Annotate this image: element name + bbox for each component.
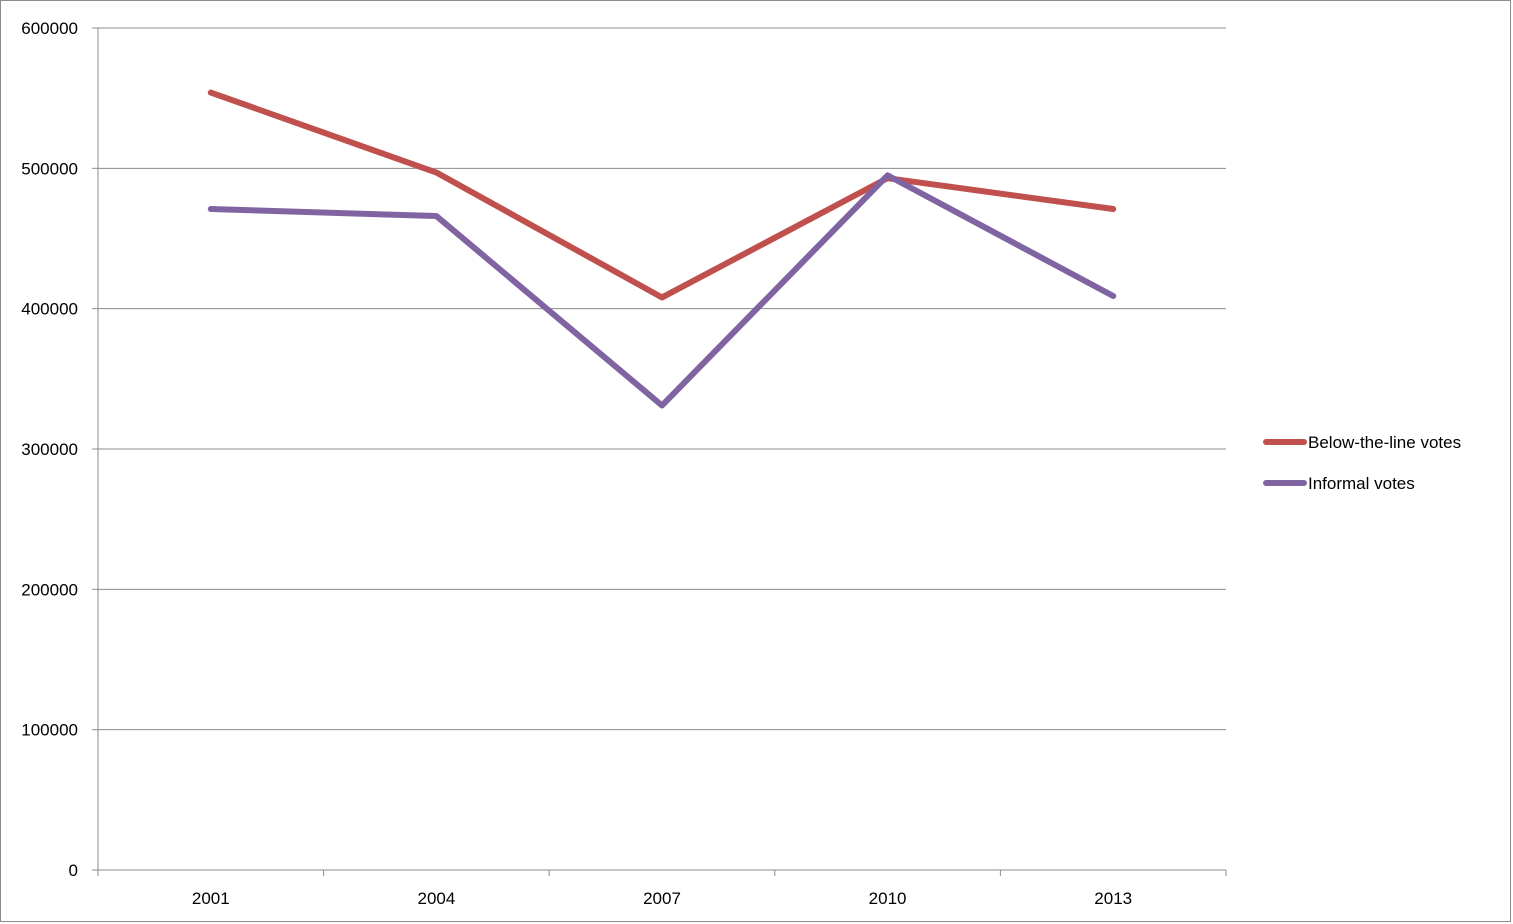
x-tick-label: 2004 xyxy=(417,889,455,908)
x-tick-label: 2010 xyxy=(869,889,907,908)
y-tick-label: 0 xyxy=(69,861,78,880)
legend-label: Below-the-line votes xyxy=(1308,433,1461,452)
series-lines xyxy=(207,89,1117,409)
axes: 0 100000 200000 300000 400000 500000 600000 200… xyxy=(21,19,1227,908)
gridlines xyxy=(98,27,1226,731)
y-tick-label: 500000 xyxy=(21,159,78,178)
y-tick-label: 600000 xyxy=(21,19,78,38)
legend-label: Informal votes xyxy=(1308,474,1415,493)
x-tick-label: 2013 xyxy=(1094,889,1132,908)
y-tick-label: 300000 xyxy=(21,440,78,459)
y-tick-label: 100000 xyxy=(21,721,78,740)
x-tick-label: 2007 xyxy=(643,889,681,908)
y-tick-label: 400000 xyxy=(21,300,78,319)
series-line-1 xyxy=(207,172,1117,409)
legend: Below-the-line votes Informal votes xyxy=(1263,433,1461,493)
y-tick-label: 200000 xyxy=(21,580,78,599)
series-line-0 xyxy=(207,89,1117,301)
x-tick-label: 2001 xyxy=(192,889,230,908)
